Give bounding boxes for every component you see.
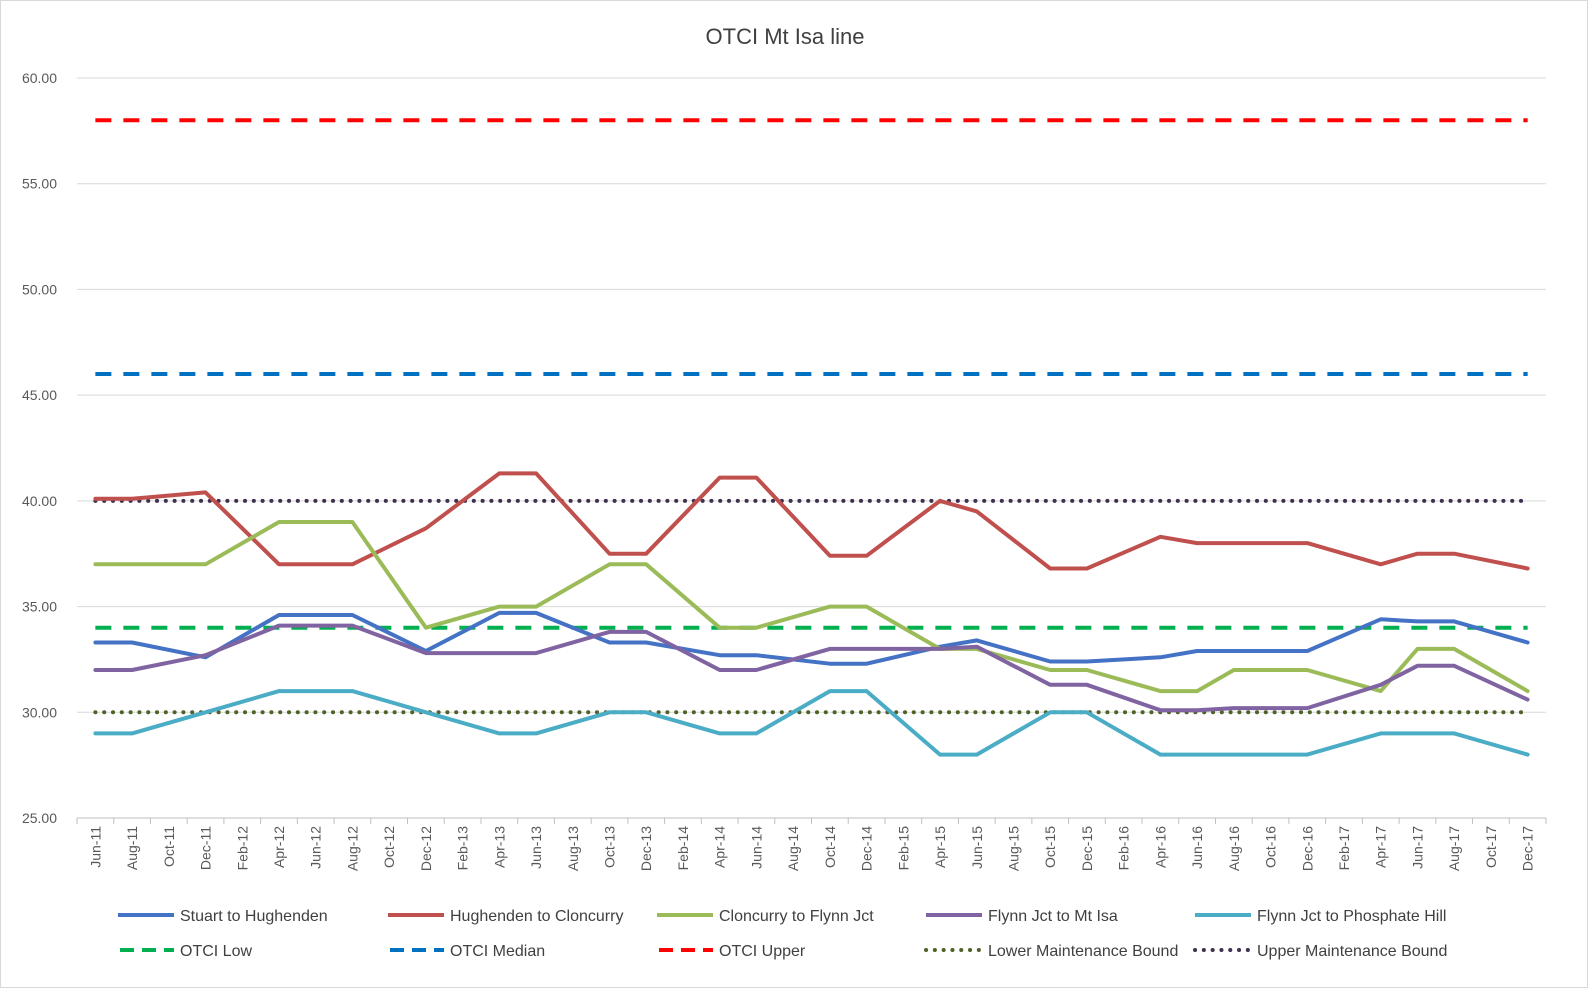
x-tick-label: Aug-16 [1226,826,1242,871]
x-tick-label: Dec-17 [1520,826,1536,871]
flynn-jct-to-phosphate-hill-line [93,689,1530,757]
x-tick-label: Oct-15 [1042,826,1058,868]
x-tick-label: Jun-15 [969,826,985,869]
x-tick-label: Dec-11 [198,826,214,870]
x-tick-label: Feb-12 [234,826,250,871]
x-tick-label: Aug-13 [565,826,581,871]
upper-maintenance-bound-legend-label: Upper Maintenance Bound [1257,943,1447,960]
x-tick-label: Feb-15 [895,826,911,871]
x-tick-label: Dec-13 [638,826,654,871]
x-tick-label: Dec-14 [859,826,875,871]
x-tick-label: Jun-14 [748,826,764,869]
x-tick-label: Feb-16 [1116,826,1132,871]
stuart-to-hughenden-line [93,610,1530,666]
y-tick-label: 25.00 [22,810,57,826]
x-tick-label: Jun-16 [1189,826,1205,869]
flynn-jct-to-mt-isa-legend-label: Flynn Jct to Mt Isa [988,908,1118,925]
x-tick-label: Oct-13 [602,826,618,868]
cloncurry-to-flynn-jct-legend-label: Cloncurry to Flynn Jct [719,908,874,925]
x-tick-label: Oct-11 [161,826,177,867]
x-tick-label: Oct-14 [822,826,838,868]
x-tick-label: Oct-16 [1263,826,1279,868]
y-tick-label: 60.00 [22,70,57,86]
x-tick-label: Apr-13 [491,826,507,868]
x-tick-label: Jun-13 [528,826,544,869]
x-tick-label: Jun-12 [308,826,324,869]
otci-low-legend-label: OTCI Low [180,943,252,960]
x-tick-label: Aug-15 [1005,826,1021,871]
x-tick-label: Feb-14 [675,826,691,871]
x-tick-label: Apr-12 [271,826,287,868]
x-tick-label: Apr-16 [1152,826,1168,868]
x-tick-label: Feb-17 [1336,826,1352,871]
x-tick-label: Dec-16 [1299,826,1315,871]
stuart-to-hughenden-legend-label: Stuart to Hughenden [180,908,328,925]
y-axis: 25.00 30.00 35.00 40.00 45.00 50.00 55.00 60.00 [22,70,57,826]
y-tick-label: 55.00 [22,176,57,192]
legend: Stuart to Hughenden Hughenden to Cloncurr… [118,908,1447,960]
y-tick-label: 50.00 [22,281,57,297]
x-tick-label: Jun-17 [1409,826,1425,869]
x-tick-label: Aug-14 [785,826,801,871]
x-tick-label: Aug-17 [1446,826,1462,871]
otci-median-legend-label: OTCI Median [450,943,545,960]
hughenden-to-cloncurry-legend-label: Hughenden to Cloncurry [450,908,623,925]
x-tick-label: Dec-12 [418,826,434,871]
lower-maintenance-bound-legend-label: Lower Maintenance Bound [988,943,1178,960]
y-tick-label: 30.00 [22,704,57,720]
x-tick-label: Aug-12 [344,826,360,871]
x-tick-label: Dec-15 [1079,826,1095,871]
x-tick-label: Feb-13 [455,826,471,871]
chart-title: OTCI Mt Isa line [706,24,865,49]
x-tick-label: Oct-17 [1483,826,1499,868]
x-tick-label: Aug-11 [124,826,140,870]
cloncurry-to-flynn-jct-line [93,520,1530,694]
y-tick-label: 45.00 [22,387,57,403]
x-tick-label: Oct-12 [381,826,397,868]
flynn-jct-to-mt-isa-line [93,623,1530,713]
x-tick-label: Apr-15 [932,826,948,868]
otci-upper-legend-label: OTCI Upper [719,943,806,960]
flynn-jct-to-phosphate-hill-legend-label: Flynn Jct to Phosphate Hill [1257,908,1446,925]
hughenden-to-cloncurry-line [93,471,1530,571]
x-tick-label: Apr-14 [712,826,728,868]
gridlines [77,77,1546,713]
x-tick-label: Jun-11 [87,826,103,868]
x-axis: Jun-11 Aug-11 Oct-11 Dec-11 Feb-12 Apr-12 Jun-… [76,817,1547,871]
y-tick-label: 35.00 [22,599,57,615]
x-tick-label: Apr-17 [1373,826,1389,868]
y-tick-label: 40.00 [22,493,57,509]
series-lines [93,118,1530,757]
